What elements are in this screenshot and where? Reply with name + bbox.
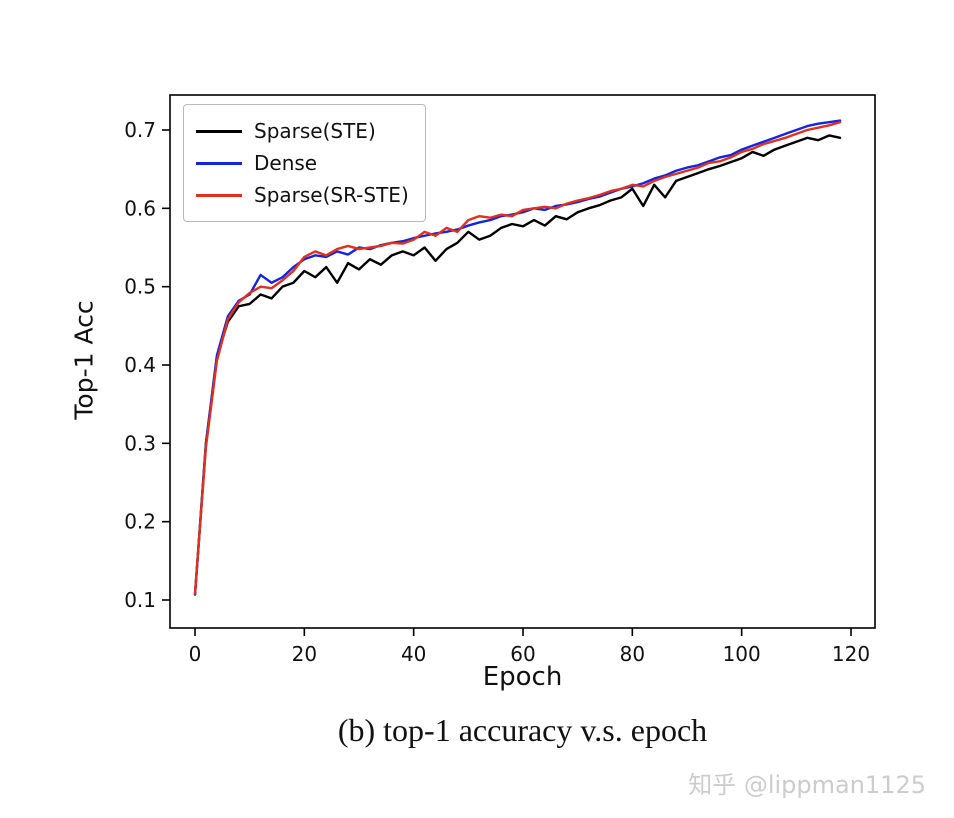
svg-text:0.6: 0.6 bbox=[124, 196, 156, 220]
svg-text:0.4: 0.4 bbox=[124, 353, 156, 377]
svg-text:100: 100 bbox=[723, 642, 761, 666]
y-axis-label: Top-1 Acc bbox=[69, 300, 99, 420]
svg-text:0.5: 0.5 bbox=[124, 275, 156, 299]
svg-text:20: 20 bbox=[292, 642, 317, 666]
legend-item-sparse-sr-ste: Sparse(SR-STE) bbox=[196, 179, 409, 211]
sparse-ste-line-swatch bbox=[196, 129, 242, 133]
figure-caption: (b) top-1 accuracy v.s. epoch bbox=[337, 712, 708, 748]
svg-text:0.1: 0.1 bbox=[124, 588, 156, 612]
legend-label: Dense bbox=[254, 151, 318, 175]
svg-text:0.7: 0.7 bbox=[124, 118, 156, 142]
svg-text:0.3: 0.3 bbox=[124, 431, 156, 455]
svg-text:40: 40 bbox=[401, 642, 426, 666]
svg-text:0.2: 0.2 bbox=[124, 510, 156, 534]
svg-text:0: 0 bbox=[189, 642, 202, 666]
sparse-sr-ste-line-swatch bbox=[196, 193, 242, 197]
legend-item-dense: Dense bbox=[196, 147, 409, 179]
x-axis-label: Epoch bbox=[482, 662, 563, 692]
dense-line-swatch bbox=[196, 161, 242, 165]
svg-text:60: 60 bbox=[510, 642, 535, 666]
accuracy-line-chart: 0.1 0.2 0.3 0.4 0.5 0.6 0.7 0 20 40 60 80 100 120 bbox=[124, 94, 876, 666]
svg-text:80: 80 bbox=[620, 642, 645, 666]
legend-label: Sparse(SR-STE) bbox=[254, 183, 409, 207]
legend-item-sparse-ste: Sparse(STE) bbox=[196, 115, 409, 147]
chart-legend: Sparse(STE) Dense Sparse(SR-STE) bbox=[183, 104, 426, 222]
watermark-text: 知乎 @lippman1125 bbox=[688, 771, 926, 799]
legend-label: Sparse(STE) bbox=[254, 119, 376, 143]
svg-text:120: 120 bbox=[832, 642, 870, 666]
